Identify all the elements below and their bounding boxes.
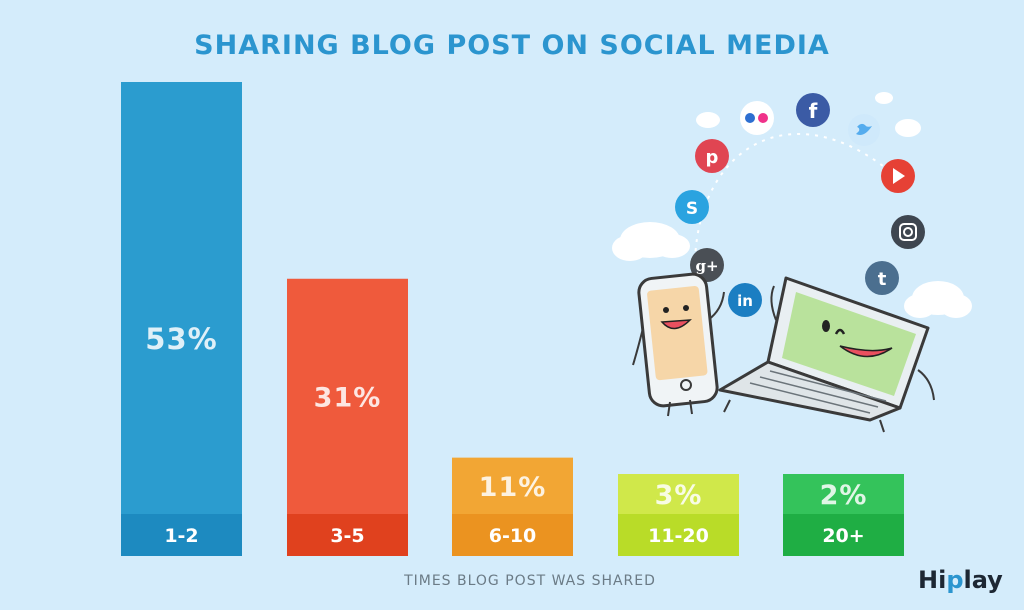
logo-text-part: Hi — [918, 566, 947, 594]
pinterest-letter: p — [706, 147, 719, 168]
x-axis-label: TIMES BLOG POST WAS SHARED — [404, 573, 656, 589]
skype-icon: S — [675, 190, 709, 224]
value-label: 11% — [479, 472, 547, 503]
bar-category-band — [618, 514, 739, 556]
laptop-character — [718, 276, 935, 433]
instagram-icon — [891, 215, 925, 249]
cloud-icon — [612, 222, 690, 261]
logo-text-accent: p — [946, 566, 964, 594]
category-label: 20+ — [822, 525, 864, 547]
cloud-icon — [904, 281, 972, 318]
value-label: 53% — [145, 322, 217, 356]
facebook-letter: f — [809, 99, 818, 123]
google-plus-letters: g+ — [695, 257, 718, 275]
tumblr-icon: t — [865, 261, 899, 295]
hiplay-logo: Hiplay — [918, 566, 1003, 594]
bar-3-5 — [287, 278, 408, 556]
bar-chart: 1-2 53% 3-5 31% 6-10 11% 11-20 3% 20+ 2% — [121, 82, 904, 556]
twitter-icon — [848, 114, 880, 146]
skype-letter: S — [686, 199, 698, 219]
value-label: 31% — [314, 382, 382, 413]
category-label: 3-5 — [330, 525, 364, 547]
linkedin-icon: in — [728, 283, 762, 317]
linkedin-letters: in — [737, 292, 753, 310]
flickr-icon — [740, 101, 774, 135]
category-label: 1-2 — [164, 525, 198, 547]
google-plus-icon: g+ — [690, 248, 724, 282]
social-media-illustration: f p S g+ t in — [612, 92, 972, 433]
cloud-icon — [696, 92, 921, 137]
bar-category-band — [452, 514, 573, 556]
bar-category-band — [287, 514, 408, 556]
bar-category-band — [121, 514, 242, 556]
pinterest-icon: p — [695, 139, 729, 173]
phone-character — [632, 272, 725, 417]
value-label: 2% — [820, 480, 868, 511]
bar-category-band — [783, 514, 904, 556]
bar-1-2 — [121, 82, 242, 556]
category-label: 11-20 — [648, 525, 709, 547]
logo-text-part: lay — [963, 566, 1003, 594]
facebook-icon: f — [796, 93, 830, 127]
tumblr-letter: t — [878, 269, 887, 290]
chart-title: SHARING BLOG POST ON SOCIAL MEDIA — [194, 30, 830, 61]
youtube-icon — [881, 159, 915, 193]
category-label: 6-10 — [489, 525, 537, 547]
value-label: 3% — [655, 480, 703, 511]
